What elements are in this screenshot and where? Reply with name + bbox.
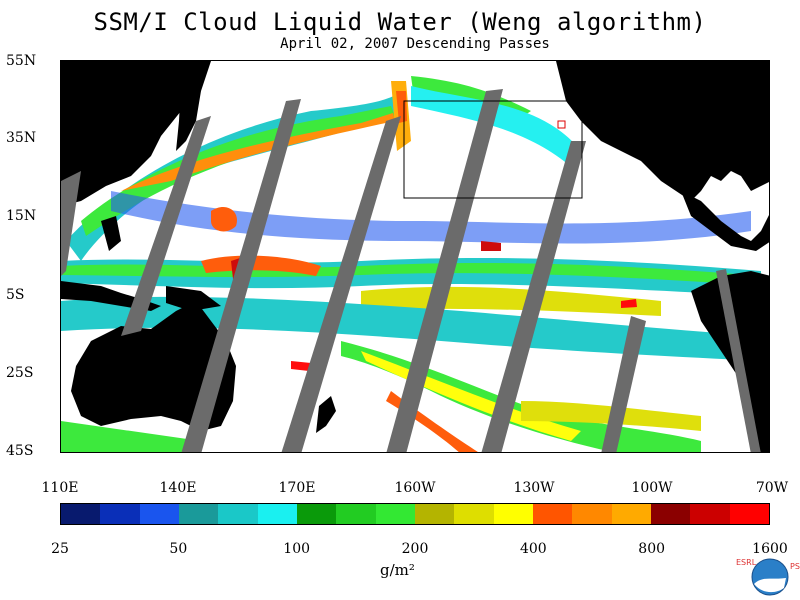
lat-label: 25S: [6, 365, 34, 381]
colorbar-segment: [100, 504, 140, 524]
colorbar-segment: [572, 504, 612, 524]
colorbar-segment: [532, 504, 573, 524]
lon-label: 160W: [394, 480, 436, 496]
colorbar-segment: [218, 504, 258, 524]
map-title: SSM/I Cloud Liquid Water (Weng algorithm…: [93, 8, 707, 36]
colorbar-tick-label: 200: [401, 541, 429, 557]
lon-label: 140E: [159, 480, 197, 496]
land-masses: [61, 61, 769, 452]
colorbar-tick-label: 100: [283, 541, 311, 557]
colorbar-segment: [729, 504, 769, 524]
colorbar-tick-label: 800: [638, 541, 666, 557]
colorbar-segment: [650, 504, 691, 524]
marker-box: [557, 120, 566, 129]
colorbar-segment: [454, 504, 494, 524]
colorbar-segment: [375, 504, 415, 524]
colorbar-segment: [690, 504, 730, 524]
colorbar-tick-label: 50: [169, 541, 188, 557]
colorbar-segment: [336, 504, 376, 524]
lat-label: 55N: [6, 53, 37, 69]
colorbar-tick-label: 400: [519, 541, 547, 557]
colorbar-tick-label: 1600: [752, 541, 788, 557]
lat-label: 45S: [6, 443, 34, 459]
lat-label: 5S: [6, 287, 25, 303]
map-canvas: [61, 61, 769, 452]
cloud-water-map: [60, 60, 770, 453]
region-box: [403, 100, 583, 199]
lon-label: 110E: [41, 480, 79, 496]
noaa-logo-icon: [751, 558, 789, 596]
map-subtitle: April 02, 2007 Descending Passes: [280, 36, 550, 52]
colorbar: [60, 503, 770, 525]
swath-gaps: [61, 89, 761, 452]
colorbar-segment: [493, 504, 533, 524]
units-label: g/m²: [380, 561, 415, 579]
colorbar-tick-label: 25: [51, 541, 69, 557]
logo-right-text: PSD: [790, 562, 800, 571]
lon-label: 100W: [631, 480, 673, 496]
colorbar-segment: [611, 504, 651, 524]
colorbar-segment: [61, 504, 101, 524]
colorbar-segment: [178, 504, 219, 524]
lon-label: 130W: [513, 480, 555, 496]
lat-label: 35N: [6, 130, 37, 146]
colorbar-segment: [296, 504, 337, 524]
colorbar-segment: [257, 504, 297, 524]
lon-label: 170E: [278, 480, 316, 496]
lat-label: 15N: [6, 208, 37, 224]
lon-label: 70W: [755, 480, 789, 496]
colorbar-segment: [139, 504, 179, 524]
colorbar-segment: [414, 504, 455, 524]
